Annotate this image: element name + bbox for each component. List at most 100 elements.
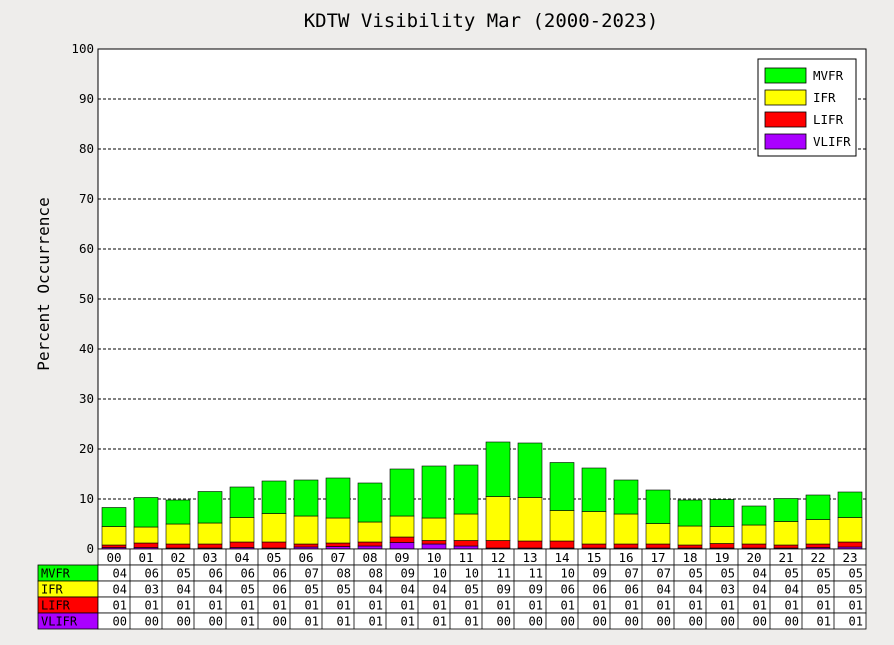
x-tick-label: 12 xyxy=(490,550,505,565)
x-tick-label: 22 xyxy=(810,550,825,565)
x-tick-label: 16 xyxy=(618,550,633,565)
table-cell: 06 xyxy=(561,583,575,597)
table-cell: 01 xyxy=(241,599,255,613)
bar-mvfr-14 xyxy=(549,462,575,511)
bar-lifr-04 xyxy=(229,541,255,548)
table-cell: 01 xyxy=(337,599,351,613)
table-cell: 01 xyxy=(177,599,191,613)
table-cell: 01 xyxy=(145,599,159,613)
bar-mvfr-16 xyxy=(613,479,639,515)
bar-mvfr-22 xyxy=(805,494,831,520)
y-axis-ticks: 0 10 20 30 40 50 60 70 80 90 100 xyxy=(71,41,94,556)
bar-ifr-20 xyxy=(741,524,767,545)
table-cell: 05 xyxy=(817,583,831,597)
table-cell: 01 xyxy=(305,599,319,613)
bar-ifr-22 xyxy=(805,519,831,545)
table-cell: 01 xyxy=(401,599,415,613)
table-row-label-ifr: IFR xyxy=(41,583,63,597)
bar-lifr-02 xyxy=(165,543,191,549)
bar-mvfr-20 xyxy=(741,505,767,526)
table-cell: 01 xyxy=(273,599,287,613)
bar-lifr-00 xyxy=(101,544,127,548)
table-cell: 00 xyxy=(561,615,575,629)
y-tick-label: 30 xyxy=(79,391,94,406)
table-cell: 05 xyxy=(177,567,191,581)
table-cell: 10 xyxy=(433,567,447,581)
legend-label-lifr: LIFR xyxy=(813,112,844,127)
y-axis-label: Percent Occurrence xyxy=(34,197,53,370)
x-tick-label: 14 xyxy=(554,550,569,565)
bar-ifr-21 xyxy=(773,521,799,546)
x-tick-label: 04 xyxy=(234,550,249,565)
legend-swatch-vlifr xyxy=(764,133,807,150)
bar-lifr-03 xyxy=(197,543,223,549)
table-cell: 00 xyxy=(273,615,287,629)
bar-ifr-14 xyxy=(549,510,575,542)
table-cell: 00 xyxy=(113,615,127,629)
legend-label-ifr: IFR xyxy=(813,90,836,105)
table-cell: 05 xyxy=(849,583,863,597)
bar-lifr-05 xyxy=(261,541,287,549)
x-tick-label: 10 xyxy=(426,550,441,565)
x-tick-label: 17 xyxy=(650,550,665,565)
table-cell: 01 xyxy=(689,599,703,613)
bar-mvfr-17 xyxy=(645,489,671,524)
x-tick-label: 19 xyxy=(714,550,729,565)
bar-lifr-23 xyxy=(837,541,863,548)
x-tick-label: 07 xyxy=(330,550,345,565)
table-row-label-lifr: LIFR xyxy=(41,599,71,613)
table-cell: 01 xyxy=(529,599,543,613)
table-cell: 00 xyxy=(689,615,703,629)
table-cell: 09 xyxy=(593,567,607,581)
table-cell: 07 xyxy=(305,567,319,581)
table-cell: 00 xyxy=(593,615,607,629)
table-cell: 05 xyxy=(305,583,319,597)
bar-vlifr-10 xyxy=(421,543,447,550)
legend-swatch-ifr xyxy=(764,89,807,106)
table-cell: 05 xyxy=(785,567,799,581)
x-tick-label: 08 xyxy=(362,550,377,565)
x-tick-label: 23 xyxy=(842,550,857,565)
table-cell: 01 xyxy=(113,599,127,613)
table-cell: 03 xyxy=(721,583,735,597)
bar-ifr-05 xyxy=(261,513,287,543)
table-cell: 06 xyxy=(145,567,159,581)
bar-mvfr-21 xyxy=(773,498,799,522)
bar-lifr-10 xyxy=(421,540,447,545)
table-cell: 08 xyxy=(337,567,351,581)
table-cell: 00 xyxy=(657,615,671,629)
table-cell: 07 xyxy=(625,567,639,581)
table-cell: 00 xyxy=(721,615,735,629)
table-cell: 04 xyxy=(753,567,767,581)
bar-mvfr-07 xyxy=(325,477,351,519)
table-cell: 06 xyxy=(241,567,255,581)
table-cell: 01 xyxy=(433,599,447,613)
bar-lifr-14 xyxy=(549,540,575,549)
bar-mvfr-13 xyxy=(517,442,543,498)
bar-mvfr-02 xyxy=(165,499,191,525)
x-tick-label: 03 xyxy=(202,550,217,565)
table-cell: 00 xyxy=(753,615,767,629)
y-tick-label: 70 xyxy=(79,191,94,206)
x-tick-label: 00 xyxy=(106,550,121,565)
x-tick-label: 06 xyxy=(298,550,313,565)
table-cell: 01 xyxy=(785,599,799,613)
bar-lifr-06 xyxy=(293,543,319,548)
table-cell: 09 xyxy=(401,567,415,581)
table-cell: 01 xyxy=(849,599,863,613)
bar-ifr-17 xyxy=(645,523,671,545)
bar-mvfr-06 xyxy=(293,479,319,517)
bar-ifr-15 xyxy=(581,511,607,545)
bar-lifr-21 xyxy=(773,544,799,549)
table-cell: 07 xyxy=(657,567,671,581)
x-tick-label: 01 xyxy=(138,550,153,565)
table-cell: 05 xyxy=(689,567,703,581)
table-cell: 04 xyxy=(209,583,223,597)
bar-mvfr-05 xyxy=(261,480,287,514)
table-cell: 00 xyxy=(209,615,223,629)
bar-ifr-19 xyxy=(709,526,735,544)
y-tick-label: 100 xyxy=(71,41,94,56)
table-cell: 01 xyxy=(497,599,511,613)
y-tick-label: 80 xyxy=(79,141,94,156)
table-cell: 04 xyxy=(177,583,191,597)
